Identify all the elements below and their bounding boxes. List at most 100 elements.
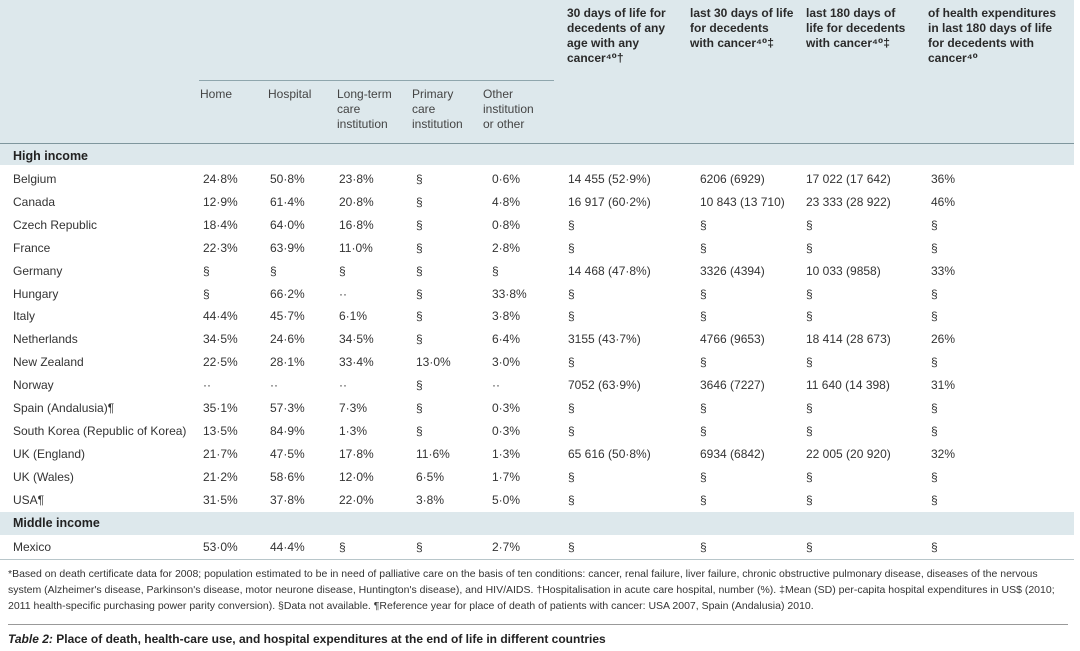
hospital-days-cell: 6934 (6842) — [700, 446, 765, 461]
primary-care-cell: § — [416, 378, 423, 393]
home-cell: 31·5% — [203, 492, 238, 507]
hospital-days-cell: § — [700, 423, 707, 438]
hospitalisations-cell: 14 455 (52·9%) — [568, 172, 651, 186]
expenditure-share-cell: 33% — [931, 263, 956, 278]
long-term-care-cell: ·· — [339, 286, 347, 301]
long-term-care-cell: 33·4% — [339, 355, 374, 370]
long-term-care-cell: 1·3% — [339, 423, 368, 438]
hospital-cell: 64·0% — [270, 217, 305, 232]
country-cell: New Zealand — [13, 355, 84, 370]
hospital-cell: 24·6% — [270, 332, 305, 347]
table-row: Belgium 24·8% 50·8% 23·8% § 0·6% 14 455 (52·9%… — [0, 168, 1074, 191]
primary-care-cell: § — [416, 286, 423, 301]
hospital-days-cell: § — [700, 240, 707, 255]
table-row: USA¶ 31·5% 37·8% 22·0% 3·8% 5·0% § § § § — [0, 489, 1074, 512]
hospital-expenditure-cell: § — [806, 309, 813, 324]
table-row: New Zealand 22·5% 28·1% 33·4% 13·0% 3·0% § § § § — [0, 351, 1074, 374]
hospitalisations-cell: § — [568, 217, 575, 232]
other-institution-cell: 5·0% — [492, 492, 521, 507]
table-caption: Table 2: Place of death, health-care use… — [8, 632, 606, 646]
home-cell: 13·5% — [203, 423, 238, 438]
hospital-expenditure-cell: § — [806, 286, 813, 301]
country-cell: UK (Wales) — [13, 469, 74, 484]
table-row: Mexico 53·0% 44·4% § § 2·7% § § § § — [0, 536, 1074, 559]
table-row: UK (Wales) 21·2% 58·6% 12·0% 6·5% 1·7% § § § § — [0, 466, 1074, 489]
expenditure-share-cell: 36% — [931, 172, 956, 186]
hospital-days-cell: § — [700, 309, 707, 324]
table-row: France 22·3% 63·9% 11·0% § 2·8% § § § § — [0, 237, 1074, 260]
other-institution-cell: 1·3% — [492, 446, 521, 461]
table-bottom-rule — [0, 559, 1074, 560]
primary-care-cell: § — [416, 194, 423, 209]
header-bottom-rule — [0, 143, 1074, 144]
hospitalisations-cell: § — [568, 469, 575, 484]
expenditure-share-cell: § — [931, 423, 938, 438]
expenditure-share-cell: 31% — [931, 378, 956, 393]
hospitalisations-cell: 7052 (63·9%) — [568, 378, 641, 393]
hospital-cell: 37·8% — [270, 492, 305, 507]
other-institution-cell: 0·3% — [492, 401, 521, 415]
table-row: South Korea (Republic of Korea) 13·5% 84·9… — [0, 420, 1074, 443]
expenditure-share-cell: § — [931, 355, 938, 370]
long-term-care-cell: 6·1% — [339, 309, 368, 324]
hospitalisations-cell: 65 616 (50·8%) — [568, 446, 651, 461]
home-cell: § — [203, 263, 210, 278]
header-other-institution: Other institution or other — [483, 87, 534, 131]
hospital-days-cell: § — [700, 286, 707, 301]
primary-care-cell: 13·0% — [416, 355, 451, 370]
hospital-days-cell: § — [700, 401, 707, 415]
primary-care-cell: § — [416, 309, 423, 324]
long-term-care-cell: 20·8% — [339, 194, 374, 209]
hospitalisations-cell: § — [568, 492, 575, 507]
country-cell: Germany — [13, 263, 63, 278]
other-institution-cell: 0·6% — [492, 172, 521, 186]
long-term-care-cell: § — [339, 540, 346, 554]
other-institution-cell: § — [492, 263, 499, 278]
home-cell: 21·2% — [203, 469, 238, 484]
other-institution-cell: 4·8% — [492, 194, 521, 209]
header-long-term-care: Long-term care institution — [337, 87, 392, 131]
hospital-expenditure-cell: § — [806, 217, 813, 232]
hospital-cell: 47·5% — [270, 446, 305, 461]
home-cell: 21·7% — [203, 446, 238, 461]
hospital-days-cell: 6206 (6929) — [700, 172, 765, 186]
country-cell: USA¶ — [13, 492, 45, 507]
other-institution-cell: 3·0% — [492, 355, 521, 370]
hospitalisations-cell: § — [568, 355, 575, 370]
table-row: UK (England) 21·7% 47·5% 17·8% 11·6% 1·3% 65 6… — [0, 443, 1074, 466]
hospital-cell: 66·2% — [270, 286, 305, 301]
header-primary-care: Primary care institution — [412, 87, 463, 131]
header-hospital-days: last 30 days of life for decedents with … — [690, 6, 794, 50]
hospital-cell: 84·9% — [270, 423, 305, 438]
header-home: Home — [200, 87, 233, 101]
other-institution-cell: 6·4% — [492, 332, 521, 347]
expenditure-share-cell: 46% — [931, 194, 956, 209]
hospital-cell: 44·4% — [270, 540, 305, 554]
primary-care-cell: 6·5% — [416, 469, 445, 484]
hospital-expenditure-cell: 22 005 (20 920) — [806, 446, 891, 461]
hospital-days-cell: 10 843 (13 710) — [700, 194, 785, 209]
other-institution-cell: 2·8% — [492, 240, 521, 255]
home-cell: 53·0% — [203, 540, 238, 554]
hospital-expenditure-cell: 23 333 (28 922) — [806, 194, 891, 209]
hospital-cell: 45·7% — [270, 309, 305, 324]
country-cell: Belgium — [13, 172, 57, 186]
primary-care-cell: § — [416, 217, 423, 232]
section-middle-income: Middle income — [13, 516, 100, 530]
table-row: Italy 44·4% 45·7% 6·1% § 3·8% § § § § — [0, 305, 1074, 328]
section-high-income: High income — [13, 149, 89, 163]
expenditure-share-cell: § — [931, 401, 938, 415]
hospital-days-cell: § — [700, 469, 707, 484]
header-share-expenditure: of health expenditures in last 180 days … — [928, 6, 1057, 65]
country-cell: South Korea (Republic of Korea) — [13, 423, 187, 438]
primary-care-cell: § — [416, 172, 423, 186]
hospitalisations-cell: 3155 (43·7%) — [568, 332, 641, 347]
caption-text: Place of death, health-care use, and hos… — [52, 632, 606, 646]
long-term-care-cell: 11·0% — [339, 240, 373, 255]
hospital-days-cell: 3326 (4394) — [700, 263, 765, 278]
primary-care-cell: 3·8% — [416, 492, 445, 507]
home-cell: 44·4% — [203, 309, 238, 324]
country-cell: Canada — [13, 194, 56, 209]
hospitalisations-cell: § — [568, 286, 575, 301]
hospital-cell: 61·4% — [270, 194, 305, 209]
